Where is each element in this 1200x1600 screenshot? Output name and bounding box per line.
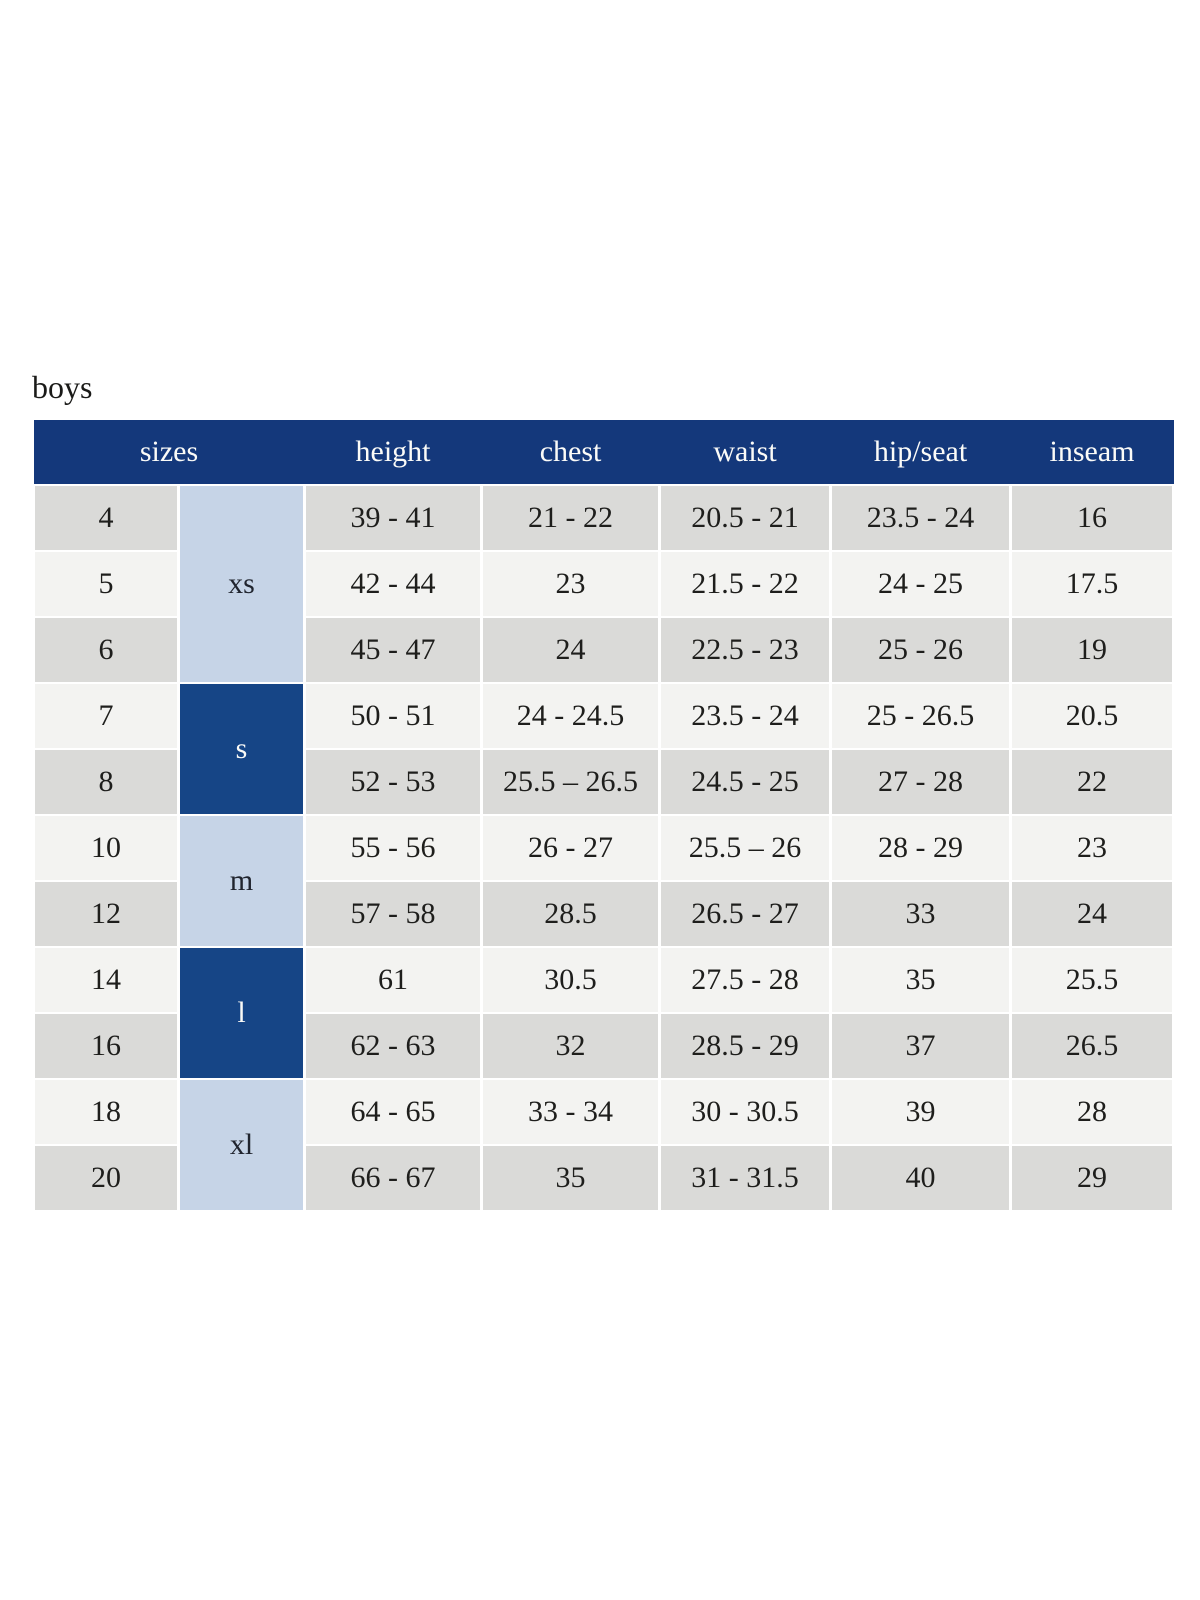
size-group-xl: xl <box>176 1078 307 1213</box>
waist-cell: 20.5 - 21 <box>658 484 833 553</box>
inseam-cell: 25.5 <box>1009 946 1176 1015</box>
size-cell: 5 <box>32 550 180 619</box>
col-header-hip-seat: hip/seat <box>830 420 1011 486</box>
inseam-cell: 22 <box>1009 748 1176 817</box>
hip-seat-cell: 33 <box>829 880 1013 949</box>
height-cell: 39 - 41 <box>303 484 484 553</box>
table-row-size-18: 18 xl 64 - 65 33 - 34 30 - 30.5 39 28 <box>32 1078 1176 1213</box>
inseam-cell: 16 <box>1009 484 1176 553</box>
size-cell: 12 <box>32 880 180 949</box>
chest-cell: 24 <box>480 616 662 685</box>
waist-cell: 28.5 - 29 <box>658 1012 833 1081</box>
header-row: sizes height chest waist hip/seat inseam <box>33 420 1174 486</box>
col-header-height: height <box>304 420 482 486</box>
size-chart-page: boys sizes height chest waist hip/seat i… <box>32 369 1176 1213</box>
hip-seat-cell: 27 - 28 <box>829 748 1013 817</box>
chest-cell: 33 - 34 <box>480 1078 662 1147</box>
size-group-l: l <box>176 946 307 1081</box>
chest-cell: 26 - 27 <box>480 814 662 883</box>
inseam-cell: 26.5 <box>1009 1012 1176 1081</box>
chest-cell: 21 - 22 <box>480 484 662 553</box>
hip-seat-cell: 25 - 26 <box>829 616 1013 685</box>
size-group-xs: xs <box>176 484 307 685</box>
table-row-size-10: 10 m 55 - 56 26 - 27 25.5 – 26 28 - 29 2… <box>32 814 1176 949</box>
size-group-m: m <box>176 814 307 949</box>
height-cell: 57 - 58 <box>303 880 484 949</box>
hip-seat-cell: 28 - 29 <box>829 814 1013 883</box>
inseam-cell: 29 <box>1009 1144 1176 1213</box>
table-row-size-4: 4 xs 39 - 41 21 - 22 20.5 - 21 23.5 - 24… <box>32 484 1176 685</box>
height-cell: 61 <box>303 946 484 1015</box>
size-cell: 7 <box>32 682 180 751</box>
table-row-size-16: 16 62 - 63 32 28.5 - 29 37 26.5 <box>32 1012 1176 1081</box>
size-cell: 4 <box>32 484 180 553</box>
chest-cell: 30.5 <box>480 946 662 1015</box>
col-header-waist: waist <box>659 420 831 486</box>
waist-cell: 23.5 - 24 <box>658 682 833 751</box>
height-cell: 42 - 44 <box>303 550 484 619</box>
inseam-cell: 17.5 <box>1009 550 1176 619</box>
height-cell: 45 - 47 <box>303 616 484 685</box>
hip-seat-cell: 25 - 26.5 <box>829 682 1013 751</box>
waist-cell: 31 - 31.5 <box>658 1144 833 1213</box>
col-header-inseam: inseam <box>1010 420 1174 486</box>
inseam-cell: 23 <box>1009 814 1176 883</box>
table-row-size-20: 20 66 - 67 35 31 - 31.5 40 29 <box>32 1144 1176 1213</box>
height-cell: 64 - 65 <box>303 1078 484 1147</box>
chest-cell: 35 <box>480 1144 662 1213</box>
hip-seat-cell: 35 <box>829 946 1013 1015</box>
waist-cell: 22.5 - 23 <box>658 616 833 685</box>
hip-seat-cell: 24 - 25 <box>829 550 1013 619</box>
height-cell: 62 - 63 <box>303 1012 484 1081</box>
table-row-size-8: 8 52 - 53 25.5 – 26.5 24.5 - 25 27 - 28 … <box>32 748 1176 817</box>
table-row-size-5: 5 42 - 44 23 21.5 - 22 24 - 25 17.5 <box>32 550 1176 619</box>
height-cell: 52 - 53 <box>303 748 484 817</box>
chest-cell: 28.5 <box>480 880 662 949</box>
hip-seat-cell: 23.5 - 24 <box>829 484 1013 553</box>
chest-cell: 23 <box>480 550 662 619</box>
table-row-size-6: 6 45 - 47 24 22.5 - 23 25 - 26 19 <box>32 616 1176 685</box>
boys-size-chart-table: sizes height chest waist hip/seat inseam… <box>32 420 1176 1213</box>
inseam-cell: 20.5 <box>1009 682 1176 751</box>
size-cell: 14 <box>32 946 180 1015</box>
waist-cell: 30 - 30.5 <box>658 1078 833 1147</box>
size-group-s: s <box>176 682 307 817</box>
table-row-size-12: 12 57 - 58 28.5 26.5 - 27 33 24 <box>32 880 1176 949</box>
inseam-cell: 28 <box>1009 1078 1176 1147</box>
waist-cell: 26.5 - 27 <box>658 880 833 949</box>
waist-cell: 21.5 - 22 <box>658 550 833 619</box>
chest-cell: 24 - 24.5 <box>480 682 662 751</box>
inseam-cell: 19 <box>1009 616 1176 685</box>
chest-cell: 25.5 – 26.5 <box>480 748 662 817</box>
hip-seat-cell: 39 <box>829 1078 1013 1147</box>
size-cell: 8 <box>32 748 180 817</box>
size-cell: 18 <box>32 1078 180 1147</box>
table-row-size-14: 14 l 61 30.5 27.5 - 28 35 25.5 <box>32 946 1176 1081</box>
size-cell: 6 <box>32 616 180 685</box>
height-cell: 66 - 67 <box>303 1144 484 1213</box>
height-cell: 50 - 51 <box>303 682 484 751</box>
hip-seat-cell: 37 <box>829 1012 1013 1081</box>
height-cell: 55 - 56 <box>303 814 484 883</box>
size-cell: 20 <box>32 1144 180 1213</box>
page-title: boys <box>32 369 93 405</box>
waist-cell: 24.5 - 25 <box>658 748 833 817</box>
size-cell: 16 <box>32 1012 180 1081</box>
table-row-size-7: 7 s 50 - 51 24 - 24.5 23.5 - 24 25 - 26.… <box>32 682 1176 817</box>
size-cell: 10 <box>32 814 180 883</box>
col-header-sizes: sizes <box>33 420 305 486</box>
inseam-cell: 24 <box>1009 880 1176 949</box>
hip-seat-cell: 40 <box>829 1144 1013 1213</box>
waist-cell: 27.5 - 28 <box>658 946 833 1015</box>
chest-cell: 32 <box>480 1012 662 1081</box>
col-header-chest: chest <box>481 420 660 486</box>
waist-cell: 25.5 – 26 <box>658 814 833 883</box>
